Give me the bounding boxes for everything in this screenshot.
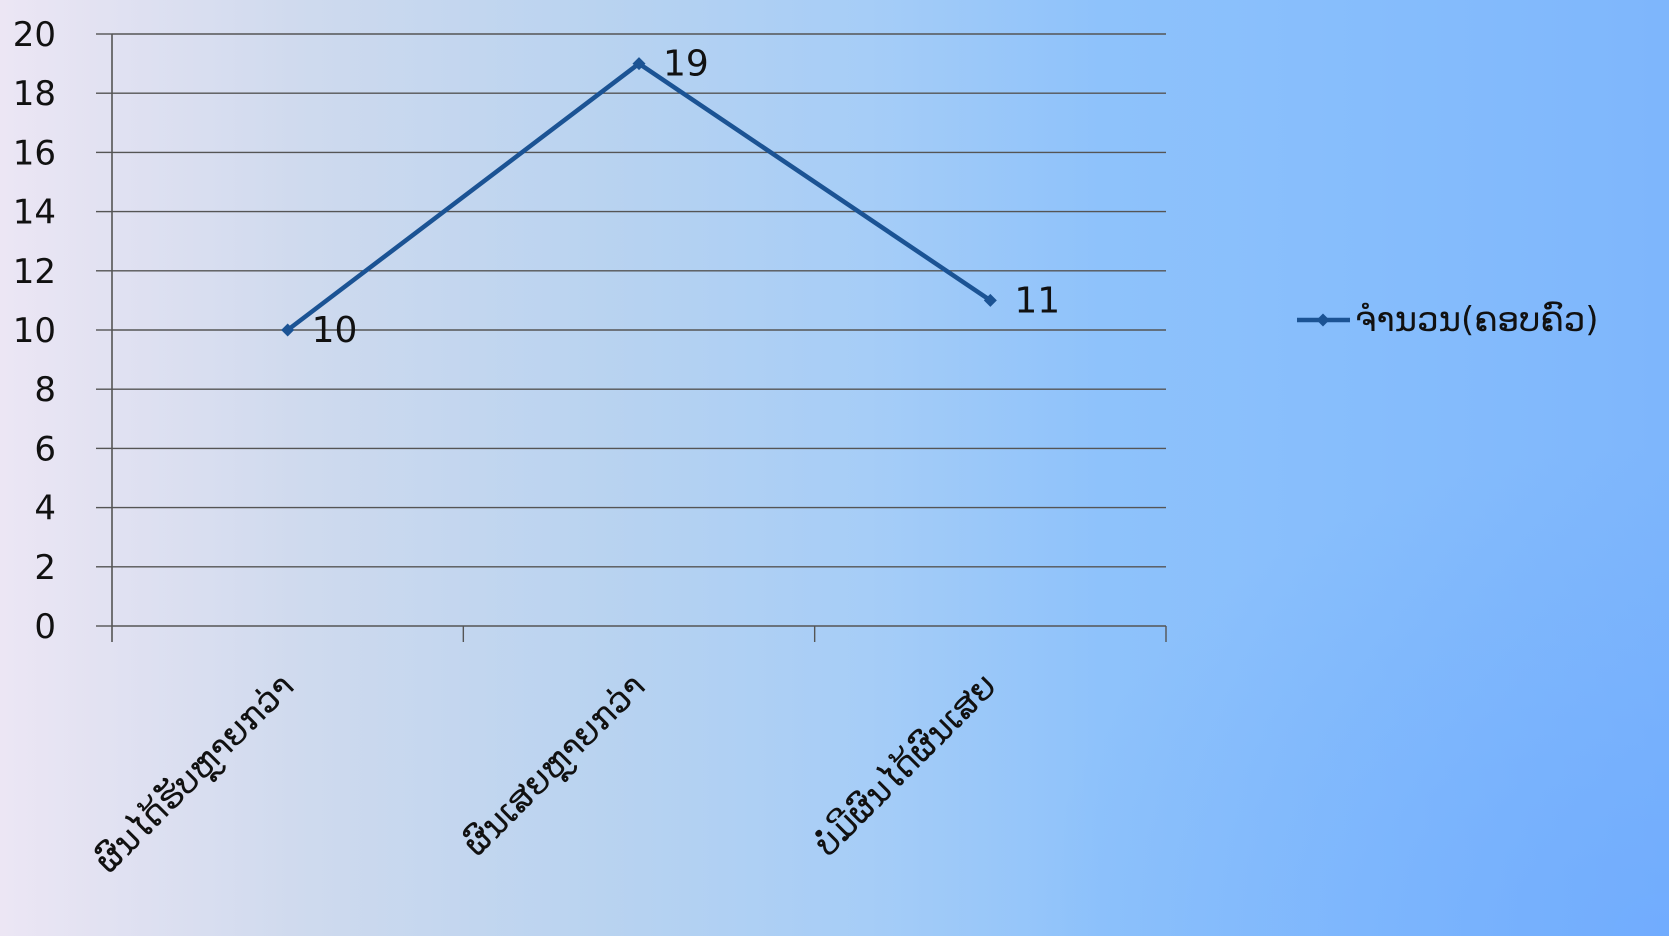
legend-marker-icon-1 bbox=[1316, 313, 1330, 327]
x-category-label-2: ຜົນເສຍຫຼາຍກວ່າ bbox=[455, 666, 653, 864]
y-tick-label-8: 8 bbox=[34, 370, 56, 410]
axes bbox=[96, 33, 1167, 642]
y-tick-label-2: 2 bbox=[34, 548, 56, 588]
y-tick-label-20: 20 bbox=[13, 15, 56, 55]
data-label-3: 11 bbox=[1014, 280, 1060, 321]
data-point-marker-3 bbox=[983, 293, 997, 307]
data-labels: 10 19 11 bbox=[312, 44, 1060, 351]
data-label-1: 10 bbox=[312, 310, 358, 351]
y-tick-label-4: 4 bbox=[34, 489, 56, 529]
y-tick-label-16: 16 bbox=[13, 133, 56, 173]
data-label-2: 19 bbox=[663, 44, 709, 85]
y-tick-label-0: 0 bbox=[34, 607, 56, 647]
y-tick-label-10: 10 bbox=[13, 311, 56, 351]
x-axis-category-labels: ຜົນໄດ້ຮັບຫຼາຍກວ່າ ຜົນເສຍຫຼາຍກວ່າ ບໍ່ມີຜົນໄ… bbox=[87, 665, 1005, 881]
series-line-group bbox=[281, 57, 997, 337]
data-point-marker-2 bbox=[632, 57, 646, 71]
y-axis-tick-labels: 0 2 4 6 8 10 12 14 16 18 20 bbox=[13, 15, 56, 647]
legend: ຈຳນວນ(ຄອບຄົວ) bbox=[1297, 300, 1599, 340]
y-tick-label-18: 18 bbox=[13, 74, 56, 114]
legend-label-1: ຈຳນວນ(ຄອບຄົວ) bbox=[1355, 300, 1599, 340]
gridlines bbox=[112, 33, 1166, 568]
x-category-label-1: ຜົນໄດ້ຮັບຫຼາຍກວ່າ bbox=[87, 666, 302, 881]
y-tick-label-14: 14 bbox=[13, 193, 56, 233]
data-point-marker-1 bbox=[281, 323, 295, 337]
x-category-label-3: ບໍ່ມີຜົນໄດ້ຜົນເສຍ bbox=[806, 665, 1005, 864]
y-tick-label-12: 12 bbox=[13, 252, 56, 292]
y-tick-label-6: 6 bbox=[34, 429, 56, 469]
series-line-1 bbox=[285, 61, 993, 333]
